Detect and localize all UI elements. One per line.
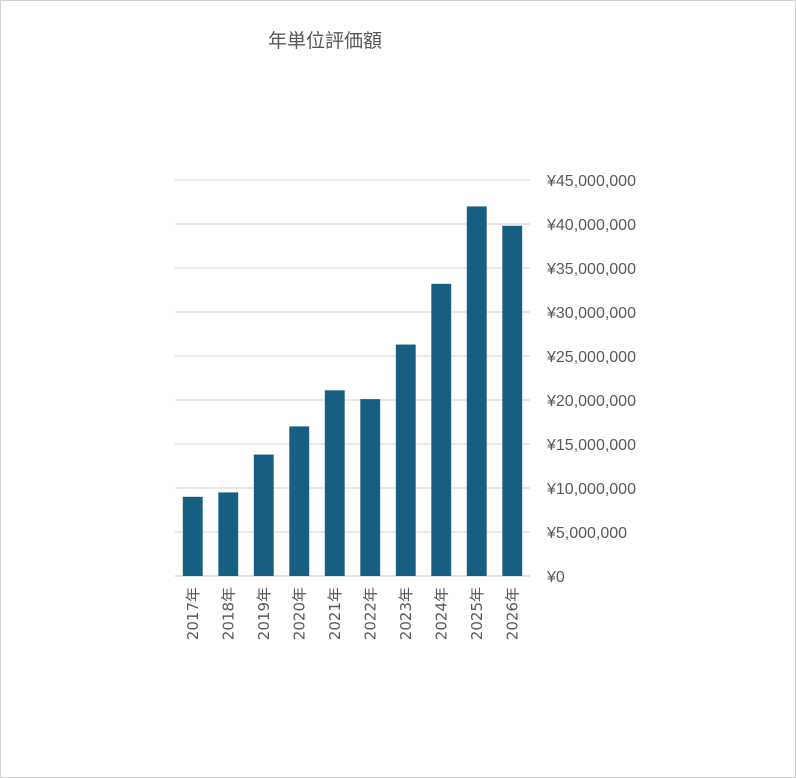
x-category-label: 2025年 xyxy=(468,587,486,640)
y-tick-label: ¥45,000,000 xyxy=(546,173,636,190)
bar-2025年 xyxy=(466,206,487,576)
x-category-label: 2020年 xyxy=(290,587,308,640)
y-tick-label: ¥0 xyxy=(546,569,565,586)
x-category-label: 2019年 xyxy=(255,587,273,640)
y-axis-tick-labels: ¥0 ¥5,000,000 ¥10,000,000 ¥15,000,000 ¥20,00… xyxy=(546,173,636,586)
y-tick-label: ¥30,000,000 xyxy=(546,305,636,322)
bars xyxy=(182,206,523,576)
x-category-label: 2018年 xyxy=(219,587,237,640)
bar-2019年 xyxy=(253,454,274,576)
x-category-label: 2021年 xyxy=(326,587,344,640)
bar-2018年 xyxy=(218,492,239,576)
y-tick-label: ¥10,000,000 xyxy=(546,481,636,498)
bar-2020年 xyxy=(289,426,310,576)
x-axis-category-labels: 2017年 2018年 2019年 2020年 2021年 2022年 2023年 2024年… xyxy=(184,587,522,640)
bar-2023年 xyxy=(395,344,416,576)
y-tick-label: ¥25,000,000 xyxy=(546,349,636,366)
y-tick-label: ¥20,000,000 xyxy=(546,393,636,410)
x-category-label: 2026年 xyxy=(503,587,521,640)
y-tick-label: ¥5,000,000 xyxy=(546,525,627,542)
bar-2017年 xyxy=(182,496,203,576)
bar-2026年 xyxy=(502,225,523,576)
chart-title: 年単位評価額 xyxy=(267,30,382,52)
bar-2024年 xyxy=(431,283,452,576)
y-tick-label: ¥35,000,000 xyxy=(546,261,636,278)
x-category-label: 2023年 xyxy=(397,587,415,640)
y-tick-label: ¥15,000,000 xyxy=(546,437,636,454)
y-tick-label: ¥40,000,000 xyxy=(546,217,636,234)
bar-2022年 xyxy=(360,399,381,576)
x-category-label: 2017年 xyxy=(184,587,202,640)
x-category-label: 2022年 xyxy=(361,587,379,640)
bar-2021年 xyxy=(324,390,345,576)
x-category-label: 2024年 xyxy=(432,587,450,640)
